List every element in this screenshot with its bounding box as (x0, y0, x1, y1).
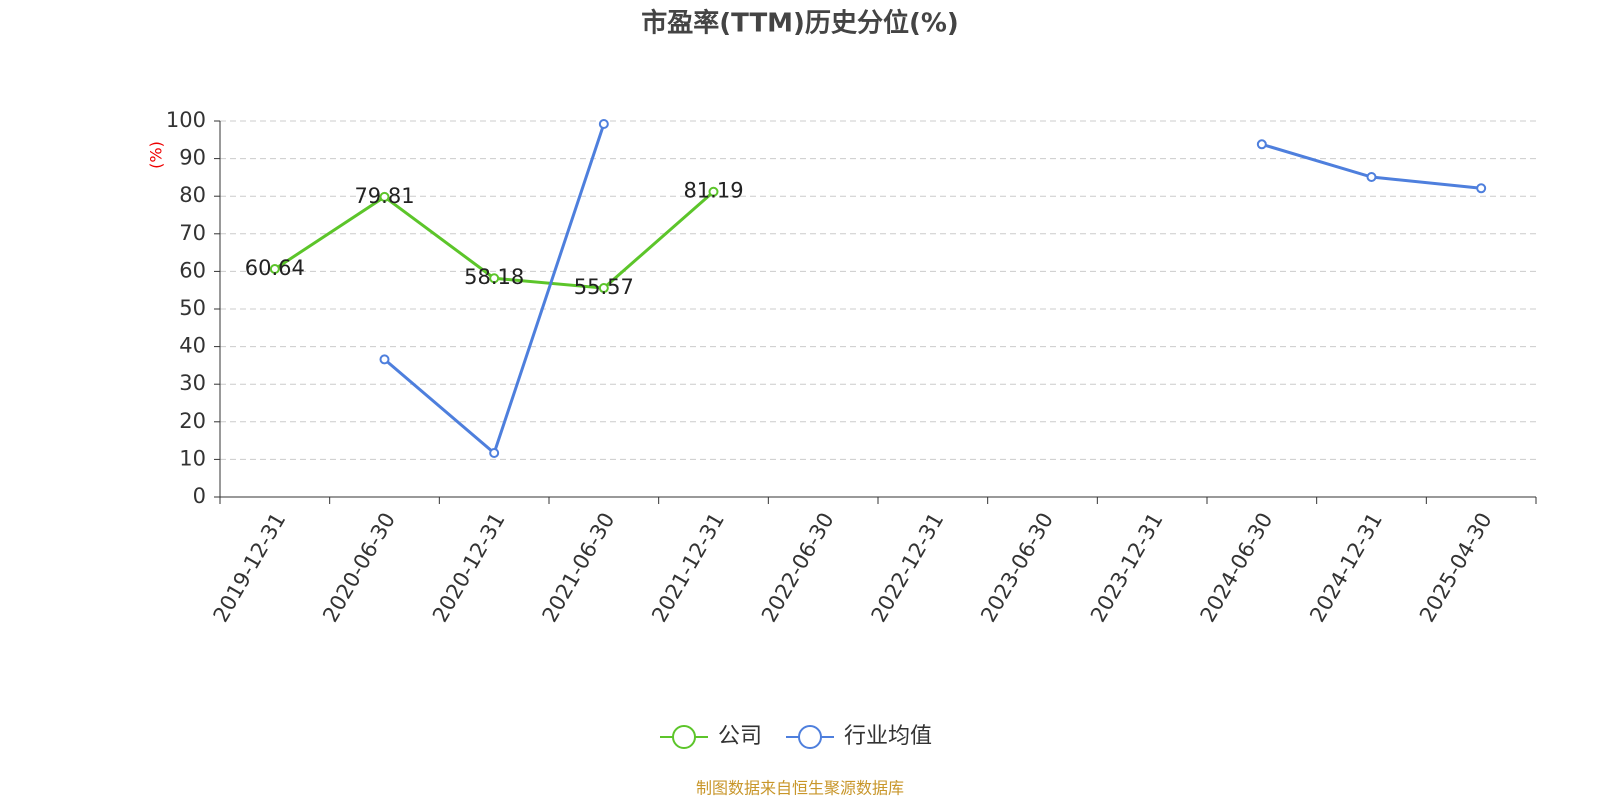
point (269, 263, 280, 274)
x-tick-label: 2023-12-31 (1086, 509, 1168, 627)
x-tick-label: 2024-12-31 (1305, 509, 1387, 627)
y-tick-label: 70 (179, 221, 206, 245)
legend-label: 行业均值 (844, 724, 932, 749)
x-tick-label: 2025-04-30 (1415, 509, 1497, 627)
x-tick-label: 2020-06-30 (318, 509, 400, 627)
data-label: 60.64 (245, 256, 305, 280)
data-label: 58.18 (464, 265, 524, 289)
point (598, 119, 609, 130)
point (598, 283, 609, 294)
series-line (383, 123, 1482, 456)
y-tick-label: 30 (179, 371, 206, 395)
point (489, 273, 500, 284)
x-tick-label: 2020-12-31 (428, 509, 510, 627)
source-note: 制图数据来自恒生聚源数据库 (696, 779, 904, 798)
x-tick-label: 2021-06-30 (538, 509, 620, 627)
point (1476, 183, 1487, 194)
x-tick-label: 2024-06-30 (1196, 509, 1278, 627)
y-tick-label: 80 (179, 183, 206, 207)
y-tick-label: 60 (179, 258, 206, 282)
y-tick-label: 20 (179, 409, 206, 433)
y-axis-label: (%) (147, 141, 166, 169)
data-label: 81.19 (683, 179, 743, 203)
x-tick-label: 2022-12-31 (867, 509, 949, 627)
point (489, 448, 500, 459)
x-tick-label: 2022-06-30 (757, 509, 839, 627)
point (379, 354, 390, 365)
legend-label: 公司 (718, 724, 762, 749)
y-tick-label: 100 (166, 108, 206, 132)
point (1256, 139, 1267, 150)
chart-title: 市盈率(TTM)历史分位(%) (641, 8, 959, 39)
point (1366, 172, 1377, 183)
data-label: 55.57 (574, 275, 634, 299)
y-tick-label: 90 (179, 146, 206, 170)
y-tick-label: 0 (193, 484, 206, 508)
legend-marker (672, 725, 696, 749)
x-tick-label: 2021-12-31 (647, 509, 729, 627)
point (708, 186, 719, 197)
legend-marker (798, 725, 822, 749)
y-tick-label: 40 (179, 334, 206, 358)
x-tick-label: 2019-12-31 (209, 509, 291, 627)
x-tick-label: 2023-06-30 (976, 509, 1058, 627)
y-tick-label: 50 (179, 296, 206, 320)
data-label: 79.81 (354, 184, 414, 208)
point (379, 191, 390, 202)
y-tick-label: 10 (179, 446, 206, 470)
